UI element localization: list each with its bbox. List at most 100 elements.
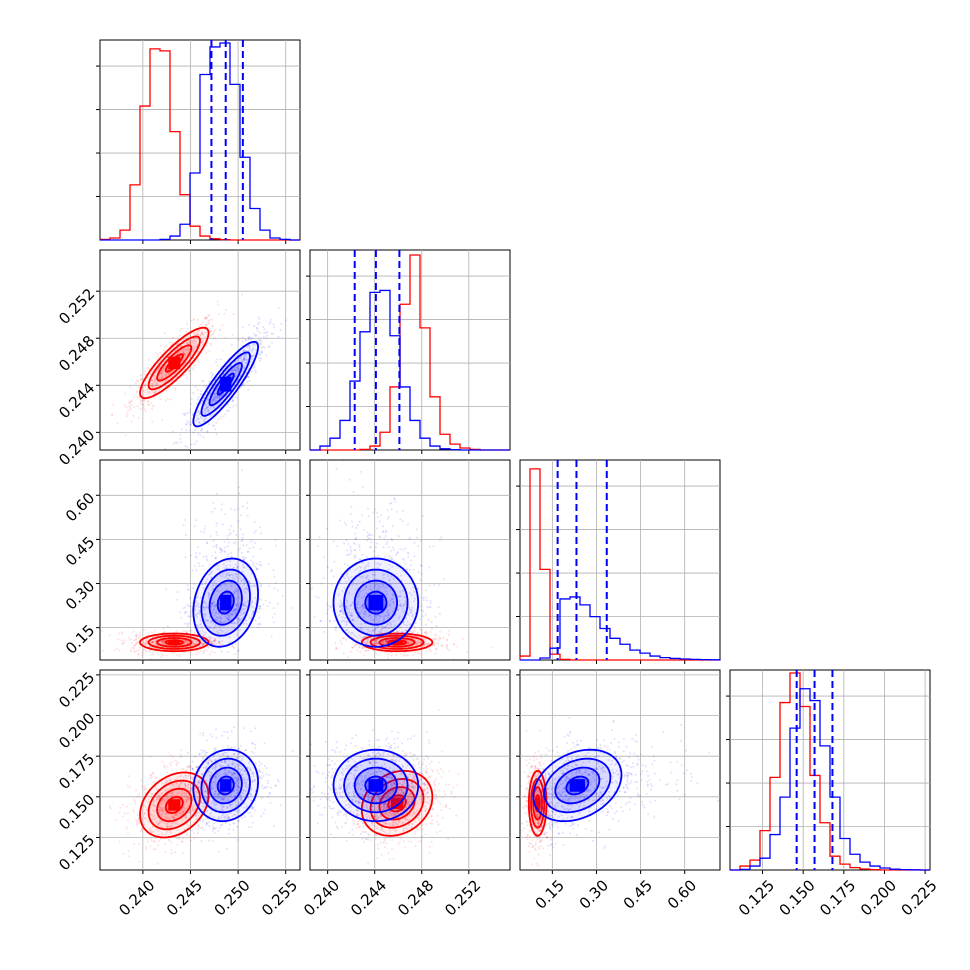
sample-point (132, 405, 135, 408)
sample-point (165, 390, 168, 392)
sample-point (143, 629, 146, 632)
sample-point (211, 325, 214, 328)
sample-point (383, 537, 386, 540)
sample-point (211, 325, 214, 327)
sample-point (322, 556, 325, 559)
sample-point (230, 507, 232, 510)
sample-point (182, 374, 185, 377)
panel-frame (99, 459, 301, 661)
sample-point (207, 313, 210, 316)
sample-point (197, 644, 200, 647)
sample-point (416, 640, 419, 643)
sample-point (214, 392, 217, 395)
sample-point (385, 641, 388, 643)
sample-point (386, 623, 389, 626)
sample-point (385, 639, 388, 642)
sample-point (247, 323, 250, 326)
sample-point (219, 585, 222, 587)
sample-point (346, 549, 349, 552)
sample-point (378, 520, 381, 523)
sample-point (219, 629, 222, 632)
sample-point (207, 593, 210, 596)
sample-point (183, 640, 186, 643)
sample-point (272, 323, 275, 326)
sample-point (186, 323, 188, 326)
sample-point (219, 329, 221, 332)
sample-point (190, 423, 192, 426)
sample-point (242, 384, 245, 387)
sample-point (384, 640, 387, 643)
sample-point (252, 546, 255, 549)
sample-point (243, 354, 246, 357)
sample-point (242, 558, 245, 561)
sample-point (231, 610, 234, 613)
sample-point (191, 340, 194, 343)
sample-point (388, 626, 391, 629)
sample-point (274, 538, 277, 541)
sample-point (186, 611, 188, 614)
sample-point (230, 371, 233, 373)
sample-point (206, 645, 209, 648)
sample-point (374, 642, 377, 645)
sample-point (152, 640, 155, 643)
sample-point (258, 353, 261, 356)
sample-point (353, 549, 356, 551)
sample-point (162, 640, 165, 643)
sample-point (344, 563, 346, 566)
sample-point (317, 596, 320, 599)
sample-point (233, 368, 236, 371)
sample-point (383, 642, 386, 645)
sample-point (212, 602, 214, 605)
sample-point (204, 615, 207, 618)
sample-point (142, 390, 145, 393)
sample-point (204, 331, 207, 334)
sample-point (351, 647, 354, 649)
sample-point (236, 633, 238, 636)
sample-point (437, 606, 440, 609)
sample-point (179, 437, 182, 440)
sample-point (246, 550, 249, 553)
sample-point (188, 340, 191, 343)
sample-point (236, 620, 239, 623)
sample-point (164, 373, 167, 376)
sample-point (222, 563, 225, 566)
sample-point (154, 391, 157, 394)
sample-point (234, 541, 237, 544)
sample-point (373, 642, 376, 645)
sample-point (375, 640, 377, 643)
sample-point (418, 640, 421, 642)
sample-point (119, 806, 122, 809)
sample-point (246, 587, 249, 590)
sample-point (268, 346, 271, 349)
sample-point (214, 551, 217, 554)
sample-point (184, 622, 187, 625)
sample-point (202, 384, 205, 387)
sample-point (253, 332, 256, 335)
sample-point (198, 412, 201, 415)
sample-point (186, 342, 189, 345)
sample-point (221, 643, 224, 646)
sample-point (413, 651, 416, 654)
sample-point (402, 644, 405, 647)
sample-point (253, 520, 256, 523)
sample-point (184, 445, 187, 447)
sample-point (213, 337, 216, 340)
sample-point (232, 399, 234, 401)
sample-point (342, 652, 345, 655)
sample-point (216, 533, 219, 536)
sample-point (239, 352, 241, 355)
joint-content (100, 469, 294, 660)
sample-point (359, 558, 362, 561)
sample-point (402, 654, 405, 657)
sample-point (204, 525, 207, 528)
sample-point (121, 632, 124, 635)
sample-point (182, 358, 185, 361)
sample-point (256, 562, 259, 565)
sample-point (417, 639, 420, 642)
sample-point (161, 369, 164, 371)
sample-point (176, 343, 179, 345)
sample-point (171, 761, 174, 763)
sample-point (192, 587, 195, 590)
sample-point (218, 647, 221, 650)
sample-point (176, 654, 179, 657)
